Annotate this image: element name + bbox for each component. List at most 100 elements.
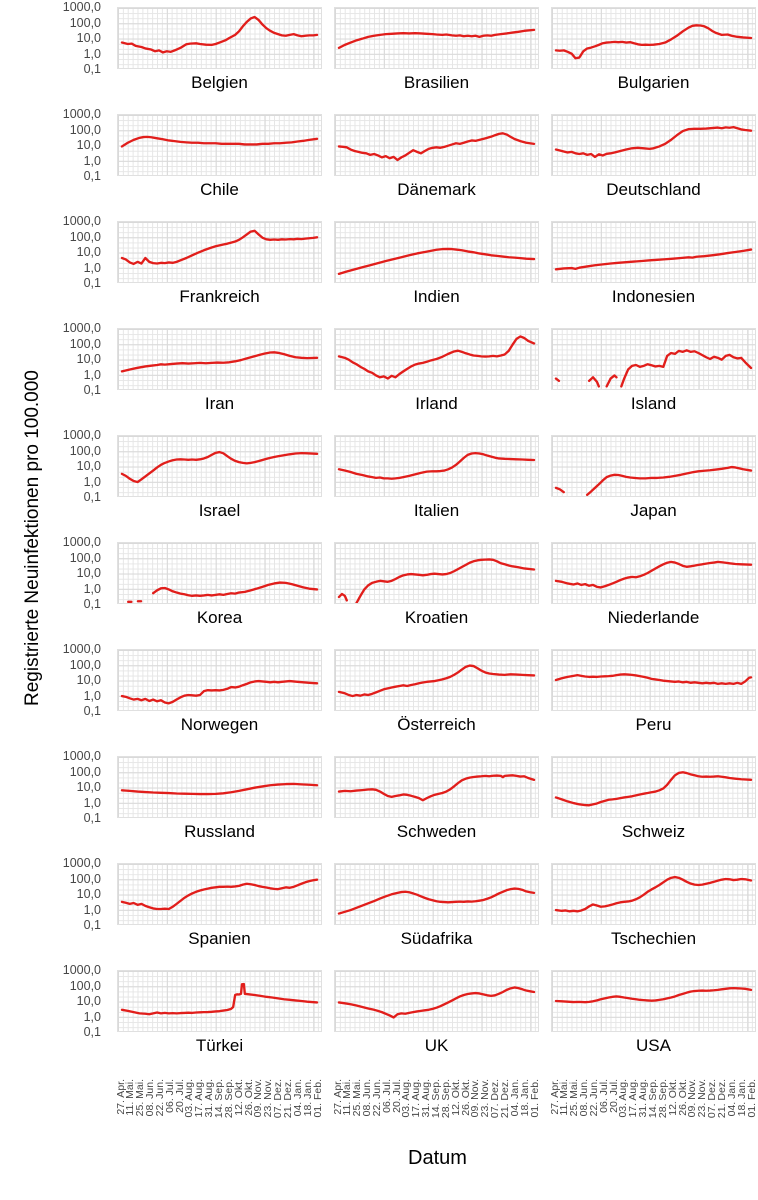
facet-panel-schweden: [334, 756, 539, 818]
facet-label-t-rkei: Türkei: [195, 1036, 244, 1055]
y-axis-tick-label: 10,0: [76, 672, 101, 687]
line-series-japan: [554, 465, 753, 496]
facet-t-rkei: Türkei: [117, 970, 322, 1056]
x-axis-tick-labels-col3: 27. Apr. 11. Mai. 25. Mai. 08. Jun. 22. Jun.…: [549, 1077, 758, 1145]
line-series-schweiz: [554, 771, 753, 807]
facet-panel-brasilien: [334, 7, 539, 69]
y-axis-tick-labels: 1000,0 100,0 10,0 1,0 0,1: [25, 750, 105, 824]
facet-panel-tschechien: [551, 863, 756, 925]
y-axis-tick-label: 1000,0: [62, 213, 101, 228]
y-axis-tick-label: 0,1: [83, 61, 101, 76]
y-axis-tick-label: 1000,0: [62, 962, 101, 977]
line-series-italien: [337, 451, 536, 480]
line-series-belgien: [120, 15, 319, 54]
line-series-bulgarien: [554, 24, 753, 60]
y-axis-tick-label: 1,0: [83, 795, 101, 810]
x-axis-tick-label: 01. Feb.: [311, 1079, 324, 1118]
y-axis-tick-labels: 1000,0 100,0 10,0 1,0 0,1: [25, 857, 105, 931]
facet-s-dafrika: Südafrika: [334, 863, 539, 949]
y-axis-tick-label: 0,1: [83, 489, 101, 504]
facet-panel-japan: [551, 435, 756, 497]
line-series-frankreich: [120, 229, 319, 266]
y-axis-tick-labels: 1000,0 100,0 10,0 1,0 0,1: [25, 643, 105, 717]
y-axis-tick-label: 100,0: [69, 978, 101, 993]
line-series-schweden: [337, 774, 536, 802]
y-axis-tick-label: 10,0: [76, 458, 101, 473]
facet-label-niederlande: Niederlande: [607, 608, 700, 627]
y-axis-tick-label: 1,0: [83, 153, 101, 168]
facet-frankreich: Frankreich: [117, 221, 322, 307]
y-axis-tick-label: 0,1: [83, 1024, 101, 1039]
facet-indonesien: Indonesien: [551, 221, 756, 307]
facet-label-s-dafrika: Südafrika: [400, 929, 473, 948]
facet-row: 1000,0 100,0 10,0 1,0 0,1 Spanien Südafrika Tsc…: [0, 857, 758, 970]
facet-panel-belgien: [117, 7, 322, 69]
facet-panel-italien: [334, 435, 539, 497]
x-axis: 27. Apr. 11. Mai. 25. Mai. 08. Jun. 22. Jun.…: [0, 1077, 758, 1145]
y-axis-tick-label: 0,1: [83, 703, 101, 718]
facet-label-chile: Chile: [200, 180, 239, 199]
y-axis-tick-label: 1,0: [83, 1009, 101, 1024]
facet-label-irland: Irland: [415, 394, 458, 413]
facet-label--sterreich: Österreich: [397, 715, 476, 734]
facet-panel-indien: [334, 221, 539, 283]
y-axis-tick-label: 10,0: [76, 779, 101, 794]
line-series-norwegen: [120, 679, 319, 705]
facet-label-tschechien: Tschechien: [610, 929, 697, 948]
facet-row: 1000,0 100,0 10,0 1,0 0,1 Russland Schweden Sch…: [0, 750, 758, 863]
facet-row: 1000,0 100,0 10,0 1,0 0,1 Israel Italien Japan: [0, 429, 758, 542]
line-series-island: [554, 349, 753, 388]
y-axis-tick-label: 10,0: [76, 244, 101, 259]
line-series-iran: [120, 351, 319, 373]
line-series-tschechien: [554, 875, 753, 913]
y-axis-tick-label: 0,1: [83, 810, 101, 825]
facet-label-spanien: Spanien: [188, 929, 251, 948]
y-axis-tick-label: 10,0: [76, 565, 101, 580]
facet-label-schweiz: Schweiz: [621, 822, 686, 841]
y-axis-tick-labels: 1000,0 100,0 10,0 1,0 0,1: [25, 536, 105, 610]
line-series-brasilien: [337, 28, 536, 50]
y-axis-tick-label: 1,0: [83, 688, 101, 703]
y-axis-tick-label: 0,1: [83, 382, 101, 397]
line-series-usa: [554, 986, 753, 1004]
y-axis-tick-label: 100,0: [69, 443, 101, 458]
facet-label-korea: Korea: [196, 608, 243, 627]
facet-panel-russland: [117, 756, 322, 818]
facet-panel-israel: [117, 435, 322, 497]
facet-indien: Indien: [334, 221, 539, 307]
facet-panel-kroatien: [334, 542, 539, 604]
y-axis-tick-label: 1,0: [83, 474, 101, 489]
facet-schweiz: Schweiz: [551, 756, 756, 842]
line-series-d-nemark: [337, 132, 536, 162]
y-axis-tick-labels: 1000,0 100,0 10,0 1,0 0,1: [25, 964, 105, 1038]
y-axis-tick-label: 1000,0: [62, 641, 101, 656]
facet-label-russland: Russland: [184, 822, 255, 841]
facet-panel-t-rkei: [117, 970, 322, 1032]
facet-panel-chile: [117, 114, 322, 176]
facet-panel-indonesien: [551, 221, 756, 283]
line-series-indonesien: [554, 248, 753, 271]
facet-label-israel: Israel: [198, 501, 241, 520]
y-axis-tick-label: 1000,0: [62, 855, 101, 870]
facet-brasilien: Brasilien: [334, 7, 539, 93]
line-series-peru: [554, 673, 753, 686]
y-axis-tick-label: 1,0: [83, 581, 101, 596]
facet-label-peru: Peru: [635, 715, 672, 734]
facet-label-iran: Iran: [204, 394, 235, 413]
facet-label-japan: Japan: [630, 501, 677, 520]
facet-label-island: Island: [630, 394, 677, 413]
facet-schweden: Schweden: [334, 756, 539, 842]
facet-label-schweden: Schweden: [396, 822, 477, 841]
facet-label-indonesien: Indonesien: [611, 287, 696, 306]
y-axis-tick-label: 1000,0: [62, 427, 101, 442]
x-axis-title: Datum: [408, 1147, 467, 1169]
y-axis-tick-label: 10,0: [76, 886, 101, 901]
facet-panel-iran: [117, 328, 322, 390]
facet-panel-norwegen: [117, 649, 322, 711]
facet-panel-bulgarien: [551, 7, 756, 69]
y-axis-tick-label: 1,0: [83, 367, 101, 382]
facet-panel-uk: [334, 970, 539, 1032]
y-axis-tick-label: 10,0: [76, 137, 101, 152]
facet-row: 1000,0 100,0 10,0 1,0 0,1 Belgien Brasilien Bul…: [0, 1, 758, 114]
